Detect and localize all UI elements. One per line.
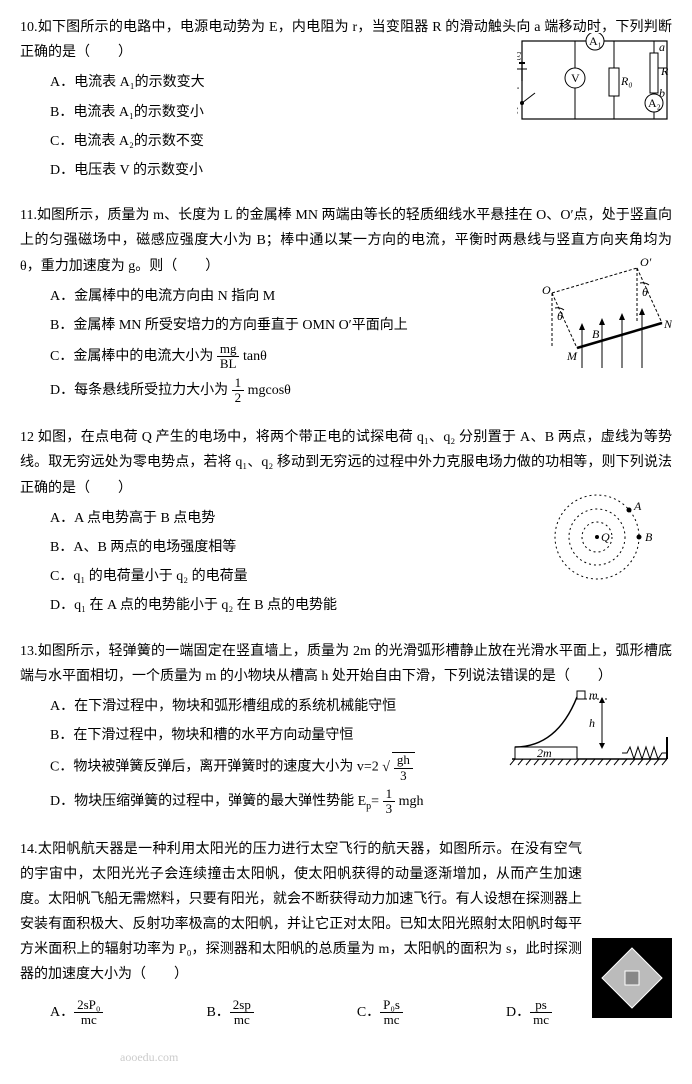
q10-opt-d: D．电压表 V 的示数变小 xyxy=(50,158,672,183)
q13-opt-d: D．物块压缩弹簧的过程中，弹簧的最大弹性势能 Ep= 13 mgh xyxy=(50,787,507,817)
q11-figure: θ θ O O′ M N B xyxy=(522,258,672,382)
q11-c-den: BL xyxy=(217,357,240,371)
q13-text: 13.如图所示，轻弹簧的一端固定在竖直墙上，质量为 2m 的光滑弧形槽静止放在光… xyxy=(20,639,672,689)
label-theta1: θ xyxy=(557,309,563,323)
watermark: aooedu.com xyxy=(120,1047,672,1069)
label-h: h xyxy=(589,716,595,730)
q11-d-pre: D．每条悬线所受拉力大小为 xyxy=(50,383,228,398)
q11-c-num: mg xyxy=(217,342,240,357)
q14-text: 14.太阳帆航天器是一种利用太阳光的压力进行太空飞行的航天器，如图所示。在没有空… xyxy=(20,837,672,988)
q10-number: 10. xyxy=(20,20,38,35)
q13-opt-c: C．物块被弹簧反弹后，离开弹簧时的速度大小为 v=2 √gh3 xyxy=(50,752,507,783)
q12-opt-d: D．q₁ 在 A 点的电势能小于 q₂ 在 B 点的电势能 xyxy=(50,593,532,618)
label-B: B xyxy=(645,530,653,544)
q13-c-den: 3 xyxy=(394,769,413,783)
q13-d-post: mgh xyxy=(399,794,424,809)
question-14: 14.太阳帆航天器是一种利用太阳光的压力进行太空飞行的航天器，如图所示。在没有空… xyxy=(20,837,672,1028)
q13-stem: 如图所示，轻弹簧的一端固定在竖直墙上，质量为 2m 的光滑弧形槽静止放在光滑水平… xyxy=(20,644,672,684)
label-m: m xyxy=(589,688,598,702)
question-11: θ θ O O′ M N B 11.如图所示，质量为 m、长度为 L 的金属棒 … xyxy=(20,203,672,405)
q14-opt-d: D．psmc xyxy=(506,998,552,1028)
q13-opt-b: B．在下滑过程中，物块和槽的水平方向动量守恒 xyxy=(50,723,507,748)
q14-options: A．2sP₀mc B．2spmc C．P₀smc D．psmc xyxy=(50,998,642,1028)
label-2m: 2m xyxy=(537,746,552,760)
q14-opt-a: A．2sP₀mc xyxy=(50,998,103,1028)
q14-d-den: mc xyxy=(530,1013,552,1027)
q12-figure: Q A B xyxy=(537,485,672,599)
q14-d-num: ps xyxy=(530,998,552,1013)
label-A2: A₂ xyxy=(648,96,661,110)
label-r: r xyxy=(517,82,519,96)
question-12: Q A B 12 如图，在点电荷 Q 产生的电场中，将两个带正电的试探电荷 q₁… xyxy=(20,425,672,618)
label-A1: A₁ xyxy=(589,34,602,48)
label-theta2: θ xyxy=(642,285,648,299)
q14-figure xyxy=(592,938,672,1027)
q11-c-post: tanθ xyxy=(243,349,267,364)
q14-c-lab: C． xyxy=(357,1005,380,1020)
q14-b-lab: B． xyxy=(206,1005,229,1020)
label-a: a xyxy=(659,40,665,54)
label-R0: R₀ xyxy=(620,74,633,88)
label-R: R xyxy=(660,64,669,78)
q11-d-den: 2 xyxy=(232,391,245,405)
label-M: M xyxy=(566,349,578,363)
label-V: V xyxy=(571,71,580,85)
q14-b-num: 2sp xyxy=(230,998,254,1013)
label-B: B xyxy=(592,327,600,341)
q12-opt-b: B．A、B 两点的电场强度相等 xyxy=(50,535,532,560)
q13-opt-a: A．在下滑过程中，物块和弧形槽组成的系统机械能守恒 xyxy=(50,694,507,719)
q13-figure: 2m m h xyxy=(507,687,672,786)
q13-c-pre: C．物块被弹簧反弹后，离开弹簧时的速度大小为 v=2 xyxy=(50,760,379,775)
q14-c-num: P₀s xyxy=(380,998,403,1013)
q11-opt-c: C．金属棒中的电流大小为 mgBL tanθ xyxy=(50,342,507,372)
q11-opt-d: D．每条悬线所受拉力大小为 12 mgcosθ xyxy=(50,376,507,406)
q13-c-num: gh xyxy=(394,753,413,768)
label-Op: O′ xyxy=(640,258,652,269)
label-E: E xyxy=(517,49,522,63)
q14-c-den: mc xyxy=(380,1013,403,1027)
q13-d-eq: = xyxy=(371,794,379,809)
question-13: 2m m h 13.如图所示，轻弹簧的一端固定在竖直墙上，质量为 2m 的光滑弧… xyxy=(20,639,672,817)
q12-opt-c: C．q₁ 的电荷量小于 q₂ 的电荷量 xyxy=(50,564,532,589)
q13-d-den: 3 xyxy=(383,802,396,816)
q11-opt-a: A．金属棒中的电流方向由 N 指向 M xyxy=(50,284,507,309)
question-10: E r S A₁ V R₀ R a b xyxy=(20,15,672,183)
q13-d-num: 1 xyxy=(383,787,396,802)
q14-d-lab: D． xyxy=(506,1005,530,1020)
q11-opt-b: B．金属棒 MN 所受安培力的方向垂直于 OMN O′平面向上 xyxy=(50,313,507,338)
q11-d-num: 1 xyxy=(232,376,245,391)
label-Q: Q xyxy=(601,530,610,544)
label-S: S xyxy=(517,104,518,118)
q14-b-den: mc xyxy=(230,1013,254,1027)
q12-opt-a: A．A 点电势高于 B 点电势 xyxy=(50,506,532,531)
q10-figure: E r S A₁ V R₀ R a b xyxy=(517,33,672,137)
q12-number: 12 xyxy=(20,430,34,445)
q14-opt-b: B．2spmc xyxy=(206,998,253,1028)
q14-a-den: mc xyxy=(74,1013,103,1027)
q11-number: 11. xyxy=(20,208,37,223)
q11-d-post: mgcosθ xyxy=(248,383,291,398)
q11-c-pre: C．金属棒中的电流大小为 xyxy=(50,349,217,364)
label-N: N xyxy=(663,317,672,331)
label-O: O xyxy=(542,283,551,297)
q14-number: 14. xyxy=(20,842,38,857)
q14-a-num: 2sP₀ xyxy=(74,998,103,1013)
label-A: A xyxy=(633,499,642,513)
q14-a-lab: A． xyxy=(50,1005,74,1020)
q13-number: 13. xyxy=(20,644,38,659)
q14-opt-c: C．P₀smc xyxy=(357,998,403,1028)
q13-d-pre: D．物块压缩弹簧的过程中，弹簧的最大弹性势能 E xyxy=(50,794,366,809)
q14-stem: 太阳帆航天器是一种利用太阳光的压力进行太空飞行的航天器，如图所示。在没有空气的宇… xyxy=(20,842,582,983)
